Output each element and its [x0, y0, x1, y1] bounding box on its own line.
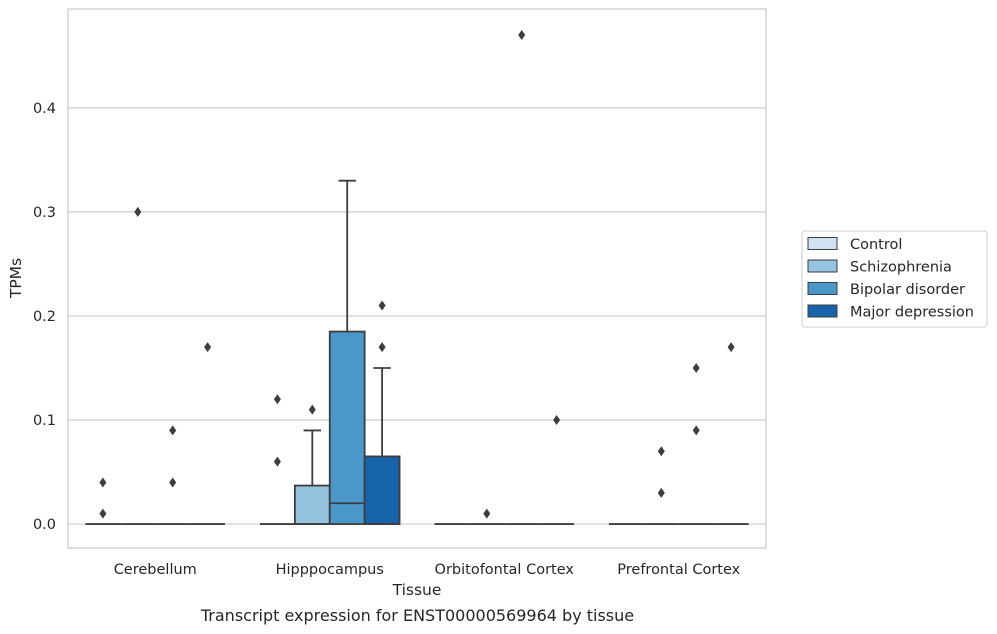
box-body: [293, 484, 331, 525]
legend-label: Bipolar disorder: [850, 282, 965, 298]
plot-frame: [67, 8, 767, 549]
box-body: [328, 330, 366, 525]
outlier-point: [169, 477, 177, 488]
y-tick-label: 0.2: [33, 309, 56, 325]
x-axis-label: Tissue: [392, 581, 442, 599]
outlier-point: [657, 446, 665, 457]
outlier-point: [483, 508, 491, 519]
legend-label: Schizophrenia: [850, 260, 952, 276]
outlier-point: [727, 342, 735, 353]
legend-label: Control: [850, 237, 902, 253]
box-body: [363, 455, 401, 525]
legend: Control Schizophrenia Bipolar disorder Majo…: [801, 230, 988, 328]
figure-caption: Transcript expression for ENST0000056996…: [200, 606, 635, 625]
outlier-point: [99, 477, 107, 488]
legend-label: Major depression: [850, 305, 974, 321]
y-tick-label: 0.4: [33, 101, 56, 117]
box-group: [328, 179, 366, 525]
box-group: [713, 342, 749, 525]
box-group: [120, 206, 156, 525]
outlier-point: [518, 30, 526, 41]
x-tick-label: Cerebellum: [114, 562, 197, 578]
x-tick-labels: Cerebellum Hipppocampus Orbitofontal Corte…: [114, 562, 741, 578]
outlier-point: [134, 206, 142, 217]
outlier-point: [308, 404, 316, 415]
y-tick-label: 0.0: [33, 517, 56, 533]
legend-swatch: [807, 259, 838, 273]
outlier-point: [99, 508, 107, 519]
outlier-point: [553, 415, 561, 426]
outlier-point: [273, 456, 281, 467]
box-group: [539, 415, 575, 525]
outlier-point: [657, 487, 665, 498]
outlier-point: [378, 300, 386, 311]
outlier-point: [273, 394, 281, 405]
box-group: [469, 508, 505, 525]
y-tick-labels: 0.0 0.1 0.2 0.3 0.4: [33, 101, 56, 533]
box-group: [259, 394, 295, 525]
outlier-point: [692, 362, 700, 373]
outlier-point: [204, 342, 212, 353]
box-group: [678, 362, 714, 525]
x-tick-label: Hipppocampus: [276, 562, 384, 578]
outlier-point: [692, 425, 700, 436]
box-group: [363, 300, 401, 525]
box-group: [85, 477, 121, 525]
box-group: [643, 446, 679, 525]
box-group: [155, 425, 191, 525]
legend-swatch: [807, 304, 838, 318]
x-tick-label: Prefrontal Cortex: [617, 562, 740, 578]
x-tick-label: Orbitofontal Cortex: [435, 562, 575, 578]
box-group: [504, 30, 540, 525]
legend-swatch: [807, 282, 838, 295]
outlier-point: [169, 425, 177, 436]
box-group: [190, 342, 226, 525]
legend-frame: [801, 230, 988, 328]
box-series: [85, 30, 749, 525]
plot-background: [68, 9, 766, 548]
y-tick-label: 0.1: [33, 413, 56, 429]
legend-swatch: [807, 237, 838, 250]
outlier-point: [378, 342, 386, 353]
y-axis-label: TPMs: [7, 258, 25, 299]
y-tick-label: 0.3: [33, 205, 56, 221]
